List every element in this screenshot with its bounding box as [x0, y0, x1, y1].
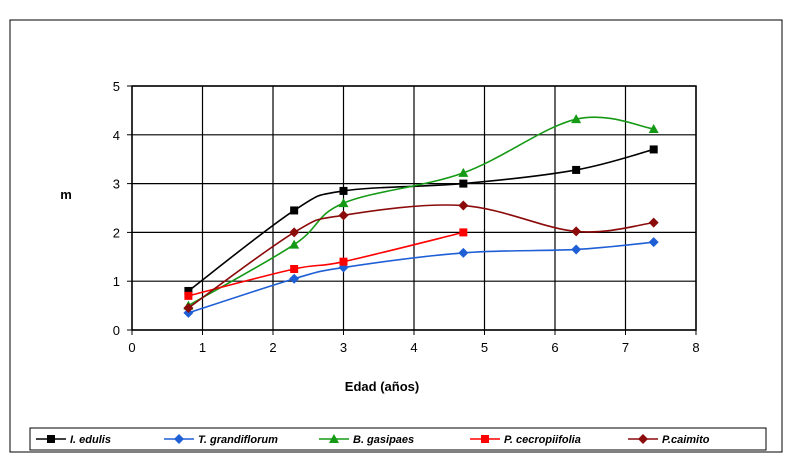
data-point	[338, 210, 349, 221]
data-point	[290, 265, 299, 273]
data-point	[459, 179, 468, 188]
x-tick-label: 0	[128, 340, 135, 355]
data-point	[290, 206, 299, 215]
x-tick-label: 2	[269, 340, 276, 355]
legend-marker	[481, 435, 489, 443]
data-point	[572, 165, 581, 174]
data-point	[571, 244, 582, 255]
x-tick-label: 4	[410, 340, 417, 355]
data-point	[339, 257, 348, 266]
series-0	[184, 145, 658, 295]
legend-marker	[638, 434, 648, 444]
legend-label: I. edulis	[70, 434, 111, 446]
x-tick-label: 8	[692, 340, 699, 355]
y-tick-label: 2	[113, 225, 120, 240]
data-point	[571, 226, 582, 237]
data-point	[183, 303, 194, 314]
data-point	[571, 114, 582, 124]
x-tick-label: 5	[481, 340, 488, 355]
legend-marker	[47, 435, 55, 443]
y-tick-label: 5	[113, 79, 120, 94]
y-tick-label: 4	[113, 128, 120, 143]
data-point	[339, 186, 348, 195]
y-tick-label: 3	[113, 177, 120, 192]
data-point	[289, 273, 300, 284]
legend-label: B. gasipaes	[353, 434, 414, 446]
legend-label: P. cecropiifolia	[504, 434, 581, 446]
data-point	[289, 227, 300, 238]
legend-label: P.caimito	[662, 434, 710, 446]
data-point	[649, 145, 658, 154]
x-tick-label: 3	[340, 340, 347, 355]
legend-box	[29, 427, 767, 451]
series-line	[188, 231, 464, 297]
data-point	[184, 291, 193, 300]
data-point	[648, 123, 659, 133]
legend: I. edulis T. grandiflorum B. gasipaes P. ce…	[29, 427, 767, 451]
axis-ticks: 0 1 2 3 4 5 6 7 8 0 1 2 3 4 5	[113, 79, 700, 355]
legend-marker	[329, 434, 339, 443]
data-point	[458, 247, 469, 258]
legend-label: T. grandiflorum	[198, 434, 278, 446]
data-point	[338, 198, 349, 208]
data-point	[289, 239, 300, 249]
data-point	[458, 200, 469, 211]
data-point	[648, 217, 659, 228]
legend-marker	[174, 434, 184, 444]
x-tick-label: 6	[551, 340, 558, 355]
data-point	[648, 237, 659, 248]
data-point	[184, 286, 193, 295]
data-point	[458, 167, 469, 177]
y-tick-label: 0	[113, 323, 120, 338]
x-axis-label: Edad (años)	[345, 379, 419, 394]
x-tick-label: 1	[199, 340, 206, 355]
y-axis-label: m	[60, 187, 72, 202]
x-tick-label: 7	[622, 340, 629, 355]
chart-border	[9, 19, 783, 453]
y-tick-label: 1	[113, 274, 120, 289]
data-point	[459, 228, 468, 237]
series-4	[183, 200, 659, 314]
series-group	[183, 114, 659, 318]
series-3	[184, 228, 468, 300]
